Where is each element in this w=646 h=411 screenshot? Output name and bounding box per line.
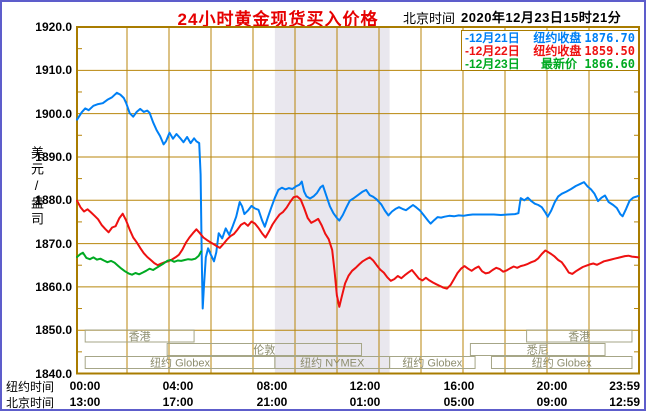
legend-value: 1866.60 [584, 56, 635, 71]
y-axis-label: 1870.0 [35, 237, 72, 251]
legend-series-label: 纽约收盘 [533, 31, 582, 45]
price-line [76, 250, 203, 276]
ny-time-label: 23:59 [609, 379, 640, 393]
ny-time-label: 08:00 [256, 379, 288, 393]
legend-value: 1876.70 [584, 30, 635, 45]
bj-time-row-label: 北京时间 [6, 396, 55, 410]
bj-time-label: 05:00 [443, 395, 475, 409]
session-bar [469, 343, 606, 356]
y-axis-label: 1850.0 [35, 323, 72, 337]
bj-time-label: 17:00 [162, 395, 194, 409]
legend-date-label: -12月23日 [465, 57, 520, 71]
legend-value: 1859.50 [584, 43, 635, 58]
current-datetime: 2020年12月23日15时21分 [461, 10, 622, 25]
y-axis-label: 1860.0 [35, 280, 72, 294]
legend-series-label: 最新价 [540, 57, 577, 71]
session-label: 纽约 NYMEX [300, 356, 365, 370]
session-bar [389, 356, 476, 369]
y-axis-label: 1910.0 [35, 63, 72, 77]
session-bar [526, 329, 633, 343]
session-label: 悉尼 [527, 344, 549, 357]
ny-time-label: 00:00 [69, 379, 101, 393]
legend-row-dec21: -12月21日 纽约收盘 1876.70 [465, 30, 635, 46]
ny-time-label: 20:00 [536, 379, 568, 393]
ny-time-row-label: 纽约时间 [6, 380, 55, 394]
y-axis-label: 1920.0 [35, 20, 72, 34]
ny-time-label: 04:00 [162, 379, 194, 393]
beijing-time-label: 北京时间 [403, 11, 456, 26]
price-line [76, 91, 640, 310]
y-axis-unit-label: 美元/盎司 [29, 146, 44, 228]
legend-date-label: -12月22日 [465, 44, 520, 58]
y-axis-label: 1900.0 [35, 107, 72, 121]
session-label: 香港 [568, 330, 590, 343]
bj-time-label: 01:00 [349, 395, 381, 409]
session-label: 伦敦 [253, 343, 275, 357]
page-title: 24小时黄金现货买入价格 [177, 10, 379, 29]
bj-time-label: 21:00 [256, 395, 288, 409]
session-label: 纽约 Globex [402, 356, 462, 370]
session-bar [166, 343, 363, 356]
session-label: 纽约 Globex [532, 356, 592, 370]
y-axis-label: 1840.0 [35, 367, 72, 381]
legend-date-label: -12月21日 [465, 31, 520, 45]
y-axis-label: 1890.0 [35, 150, 72, 164]
legend-box: -12月21日 纽约收盘 1876.70 -12月22日 纽约收盘 1859.5… [461, 30, 639, 71]
y-axis-label: 1880.0 [35, 193, 72, 207]
bj-time-label: 13:00 [69, 395, 101, 409]
legend-series-label: 纽约收盘 [533, 44, 582, 58]
legend-row-dec22: -12月22日 纽约收盘 1859.50 [465, 43, 635, 59]
legend-row-dec23: -12月23日 最新价 1866.60 [465, 56, 635, 72]
session-label: 香港 [129, 330, 151, 343]
ny-time-label: 12:00 [349, 379, 381, 393]
bj-time-label: 09:00 [536, 395, 568, 409]
bj-time-label: 12:59 [609, 395, 640, 409]
ny-time-label: 16:00 [443, 379, 475, 393]
session-label: 纽约 Globex [150, 356, 210, 370]
session-bar [84, 329, 195, 343]
session-bar [490, 356, 633, 369]
